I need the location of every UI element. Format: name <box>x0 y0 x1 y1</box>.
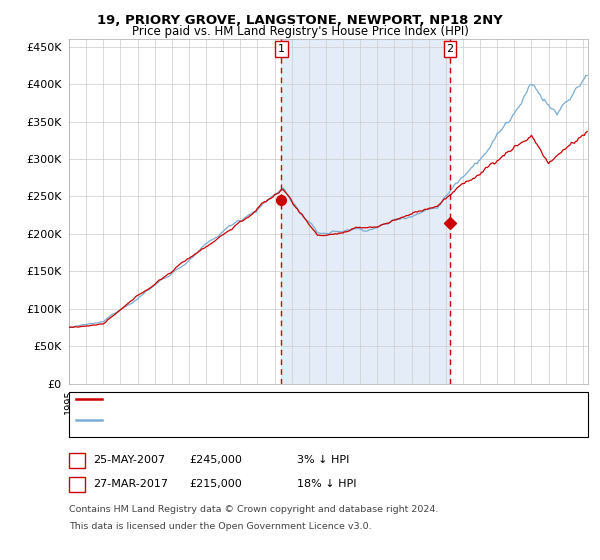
Text: HPI: Average price, detached house, Newport: HPI: Average price, detached house, Newp… <box>106 415 343 425</box>
Text: 25-MAY-2007: 25-MAY-2007 <box>93 455 165 465</box>
Text: £215,000: £215,000 <box>189 479 242 489</box>
Text: 3% ↓ HPI: 3% ↓ HPI <box>297 455 349 465</box>
Text: 1: 1 <box>278 44 285 54</box>
Text: 19, PRIORY GROVE, LANGSTONE, NEWPORT, NP18 2NY: 19, PRIORY GROVE, LANGSTONE, NEWPORT, NP… <box>97 14 503 27</box>
Bar <box>281 39 450 384</box>
Text: 2: 2 <box>73 479 80 489</box>
Text: Price paid vs. HM Land Registry's House Price Index (HPI): Price paid vs. HM Land Registry's House … <box>131 25 469 38</box>
Text: Contains HM Land Registry data © Crown copyright and database right 2024.: Contains HM Land Registry data © Crown c… <box>69 505 439 514</box>
Text: 19, PRIORY GROVE, LANGSTONE, NEWPORT, NP18 2NY (detached house): 19, PRIORY GROVE, LANGSTONE, NEWPORT, NP… <box>106 394 485 404</box>
Text: 2: 2 <box>446 44 454 54</box>
Text: 18% ↓ HPI: 18% ↓ HPI <box>297 479 356 489</box>
Text: 1: 1 <box>73 455 80 465</box>
Text: 27-MAR-2017: 27-MAR-2017 <box>93 479 168 489</box>
Text: This data is licensed under the Open Government Licence v3.0.: This data is licensed under the Open Gov… <box>69 522 371 531</box>
Text: £245,000: £245,000 <box>189 455 242 465</box>
